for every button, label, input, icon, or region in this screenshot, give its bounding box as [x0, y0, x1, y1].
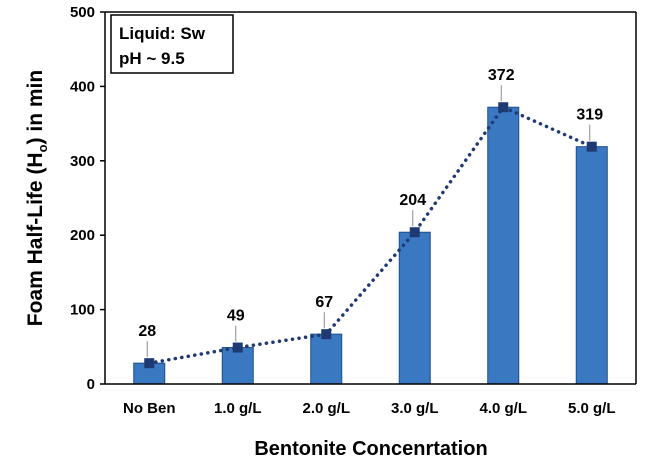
line-layer: [147, 105, 594, 365]
markers-layer: [144, 102, 597, 369]
x-tick-label: 4.0 g/L: [479, 400, 527, 417]
leader-lines-layer: [146, 85, 591, 358]
data-label: 319: [576, 107, 603, 124]
data-point-marker: [321, 329, 332, 340]
y-axis-title-main: Foam Half-Life (H: [24, 152, 47, 326]
data-label: 28: [138, 323, 156, 340]
bar: [310, 333, 343, 385]
bar: [575, 146, 608, 385]
annotation-line-2: pH ~ 9.5: [119, 49, 185, 68]
data-point-marker: [232, 342, 243, 353]
x-tick-label: No Ben: [123, 400, 176, 417]
bar: [398, 231, 431, 385]
bars-layer: [133, 106, 608, 385]
annotation-box: Liquid: Sw pH ~ 9.5: [110, 14, 234, 74]
bar: [487, 106, 520, 385]
annotation-box-frame: [110, 14, 234, 74]
trend-line: [147, 105, 594, 365]
y-tick-label: 200: [70, 227, 95, 244]
data-labels-layer: 28 49 67 204 372 319: [138, 67, 603, 340]
y-axis-title: Foam Half-Life (Ho) in min: [24, 70, 50, 326]
x-ticks-layer: No Ben 1.0 g/L 2.0 g/L 3.0 g/L 4.0 g/L 5.0 g/…: [123, 400, 616, 417]
y-axis-title-tail: ) in min: [24, 70, 47, 145]
data-label: 49: [227, 308, 245, 325]
bar: [221, 347, 254, 385]
data-point-marker: [409, 227, 420, 238]
y-tick-label: 0: [87, 376, 95, 393]
y-ticks-layer: 0 100 200 300 400 500: [70, 4, 105, 393]
data-point-marker: [586, 141, 597, 152]
data-label: 204: [399, 192, 426, 209]
y-tick-label: 300: [70, 153, 95, 170]
y-tick-label: 400: [70, 78, 95, 95]
x-tick-label: 3.0 g/L: [391, 400, 439, 417]
data-label: 372: [488, 67, 515, 84]
y-tick-label: 500: [70, 4, 95, 21]
x-tick-label: 1.0 g/L: [214, 400, 262, 417]
data-point-marker: [144, 358, 155, 369]
annotation-line-1: Liquid: Sw: [119, 24, 206, 43]
data-label: 67: [315, 294, 333, 311]
axes-layer: [104, 11, 637, 385]
y-axis-title-subscript: o: [35, 144, 50, 152]
x-axis-title: Bentonite Concenrtation: [254, 438, 487, 460]
y-tick-label: 100: [70, 302, 95, 319]
x-tick-label: 2.0 g/L: [302, 400, 350, 417]
x-tick-label: 5.0 g/L: [568, 400, 616, 417]
data-point-marker: [498, 102, 509, 113]
